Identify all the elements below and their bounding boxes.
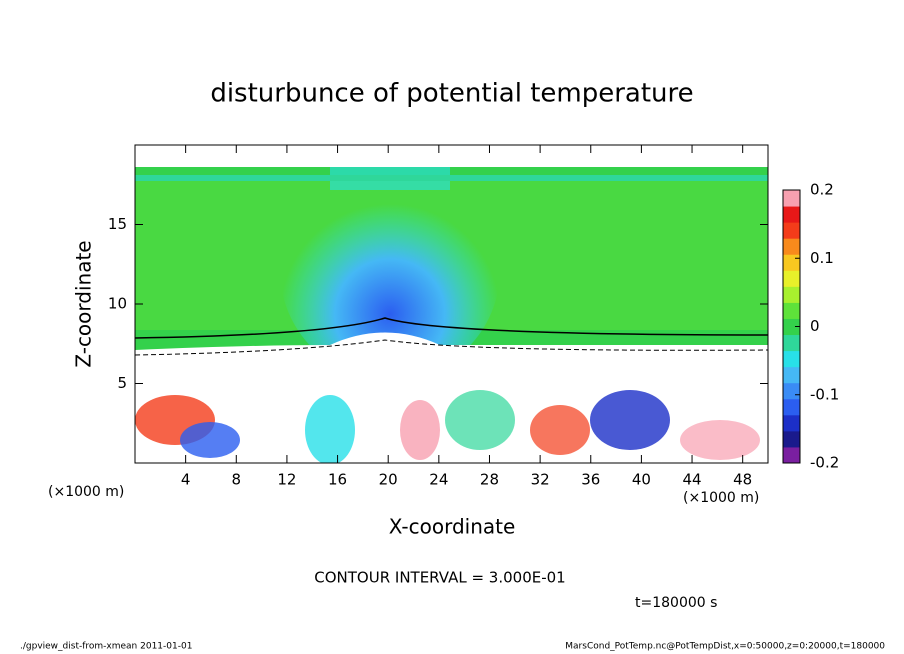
x-tick-label: 40 [632, 471, 651, 489]
chart-title: disturbunce of potential temperature [210, 79, 693, 109]
colorbar-swatch [783, 334, 800, 352]
x-tick-label: 28 [480, 471, 499, 489]
colorbar-swatch [783, 254, 800, 271]
x-tick-label: 32 [531, 471, 550, 489]
colorbar-swatch [783, 302, 800, 319]
y-tick-label: 15 [108, 215, 127, 233]
colorbar-swatch [783, 238, 800, 255]
x-unit: (×1000 m) [48, 484, 124, 500]
x-tick-label: 4 [181, 471, 191, 489]
footer: ./gpview_dist-from-xmean 2011-01-01 [20, 642, 192, 652]
colorbar-swatch [783, 366, 800, 384]
x-unit: (×1000 m) [683, 490, 759, 506]
colorbar-tick-label: -0.2 [810, 454, 839, 472]
colorbar-swatch [783, 446, 800, 464]
colorbar-swatch [783, 398, 800, 416]
y-tick-label: 5 [117, 374, 127, 392]
x-tick-label: 44 [682, 471, 701, 489]
x-tick-label: 24 [429, 471, 448, 489]
time-label: t=180000 s [635, 595, 717, 611]
colorbar-tick-label: 0.2 [810, 181, 834, 199]
colorbar-swatch [783, 286, 800, 303]
colorbar-tick-label: -0.1 [810, 385, 839, 403]
colorbar-tick-label: 0.1 [810, 249, 834, 267]
x-tick-label: 48 [733, 471, 752, 489]
footer: MarsCond_PotTemp.nc@PotTempDist,x=0:5000… [565, 642, 885, 652]
x-axis-label: X-coordinate [389, 515, 516, 539]
x-tick-label: 20 [379, 471, 398, 489]
x-tick-label: 16 [328, 471, 347, 489]
colorbar-swatch [783, 414, 800, 432]
x-tick-label: 36 [581, 471, 600, 489]
y-tick-label: 10 [108, 295, 127, 313]
colorbar-swatch [783, 430, 800, 448]
y-axis-label: Z-coordinate [72, 240, 96, 367]
field [135, 145, 768, 463]
colorbar-swatch [783, 318, 800, 336]
colorbar-swatch [783, 382, 800, 400]
contour-interval: CONTOUR INTERVAL = 3.000E-01 [314, 569, 565, 587]
colorbar-swatch [783, 190, 800, 207]
x-tick-label: 12 [277, 471, 296, 489]
colorbar-swatch [783, 270, 800, 287]
x-tick-label: 8 [232, 471, 242, 489]
colorbar-swatch [783, 206, 800, 223]
colorbar-swatch [783, 350, 800, 368]
colorbar-tick-label: 0 [810, 317, 820, 335]
colorbar-swatch [783, 222, 800, 239]
